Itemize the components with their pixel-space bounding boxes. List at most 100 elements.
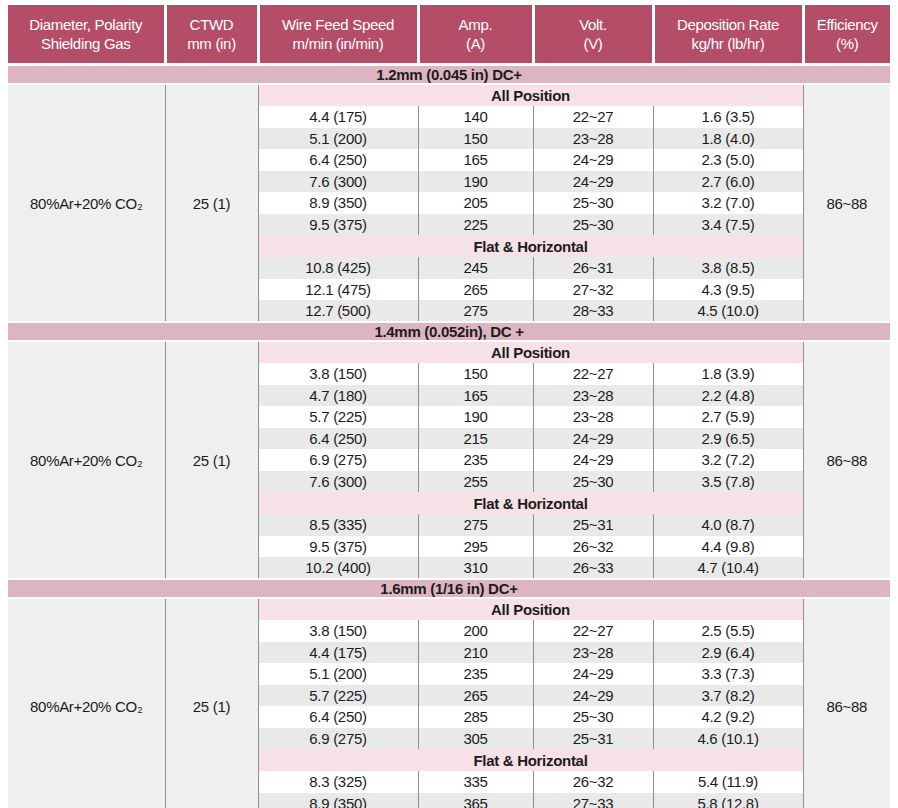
voltage-cell: 27~32 bbox=[533, 279, 653, 301]
position-group-label: Flat & Horizontal bbox=[258, 749, 803, 771]
wire-feed-speed-cell: 8.5 (335) bbox=[258, 514, 418, 536]
column-header-ctwd: CTWD mm (in) bbox=[165, 5, 258, 65]
column-header-amperage: Amp. (A) bbox=[418, 5, 533, 65]
voltage-cell: 23~28 bbox=[533, 642, 653, 664]
deposition-rate-cell: 3.3 (7.3) bbox=[653, 663, 803, 685]
deposition-rate-cell: 4.7 (10.4) bbox=[653, 557, 803, 579]
voltage-cell: 26~32 bbox=[533, 536, 653, 558]
voltage-cell: 24~29 bbox=[533, 685, 653, 707]
wire-feed-speed-cell: 4.7 (180) bbox=[258, 385, 418, 407]
section-1: 1.2mm (0.045 in) DC+80%Ar+20% CO₂25 (1)A… bbox=[8, 65, 890, 323]
amperage-cell: 255 bbox=[418, 471, 533, 493]
deposition-rate-cell: 3.7 (8.2) bbox=[653, 685, 803, 707]
deposition-rate-cell: 4.6 (10.1) bbox=[653, 728, 803, 750]
deposition-rate-cell: 4.2 (9.2) bbox=[653, 706, 803, 728]
ctwd-cell: 25 (1) bbox=[165, 84, 258, 322]
deposition-rate-cell: 2.2 (4.8) bbox=[653, 385, 803, 407]
wire-feed-speed-cell: 8.3 (325) bbox=[258, 771, 418, 793]
column-header-voltage: Volt. (V) bbox=[533, 5, 653, 65]
wire-feed-speed-cell: 10.8 (425) bbox=[258, 257, 418, 279]
efficiency-cell: 86~88 bbox=[803, 84, 890, 322]
voltage-cell: 25~30 bbox=[533, 706, 653, 728]
section-band: 1.6mm (1/16 in) DC+ bbox=[8, 579, 890, 598]
voltage-cell: 26~32 bbox=[533, 771, 653, 793]
voltage-cell: 26~31 bbox=[533, 257, 653, 279]
column-header-line2: (%) bbox=[807, 34, 889, 53]
wire-feed-speed-cell: 7.6 (300) bbox=[258, 171, 418, 193]
wire-feed-speed-cell: 12.7 (500) bbox=[258, 300, 418, 322]
column-header-diameter: Diameter, Polarity Shielding Gas bbox=[8, 5, 165, 65]
amperage-cell: 335 bbox=[418, 771, 533, 793]
voltage-cell: 22~27 bbox=[533, 620, 653, 642]
column-header-deposition-rate: Deposition Rate kg/hr (lb/hr) bbox=[653, 5, 803, 65]
amperage-cell: 190 bbox=[418, 406, 533, 428]
voltage-cell: 22~27 bbox=[533, 363, 653, 385]
deposition-rate-cell: 2.9 (6.4) bbox=[653, 642, 803, 664]
amperage-cell: 265 bbox=[418, 685, 533, 707]
column-header-line1: Volt. bbox=[537, 15, 650, 34]
amperage-cell: 165 bbox=[418, 385, 533, 407]
parameters-table: Diameter, Polarity Shielding Gas CTWD mm… bbox=[8, 5, 890, 808]
wire-feed-speed-cell: 7.6 (300) bbox=[258, 471, 418, 493]
amperage-cell: 140 bbox=[418, 106, 533, 128]
deposition-rate-cell: 3.2 (7.2) bbox=[653, 449, 803, 471]
efficiency-cell: 86~88 bbox=[803, 341, 890, 579]
position-group-label: All Position bbox=[258, 598, 803, 620]
column-header-line1: Efficiency bbox=[807, 15, 889, 34]
deposition-rate-cell: 1.6 (3.5) bbox=[653, 106, 803, 128]
voltage-cell: 24~29 bbox=[533, 171, 653, 193]
deposition-rate-cell: 4.5 (10.0) bbox=[653, 300, 803, 322]
efficiency-cell: 86~88 bbox=[803, 598, 890, 808]
column-header-line1: CTWD bbox=[169, 15, 255, 34]
wire-feed-speed-cell: 10.2 (400) bbox=[258, 557, 418, 579]
section-band: 1.2mm (0.045 in) DC+ bbox=[8, 65, 890, 85]
amperage-cell: 295 bbox=[418, 536, 533, 558]
voltage-cell: 24~29 bbox=[533, 149, 653, 171]
amperage-cell: 215 bbox=[418, 428, 533, 450]
amperage-cell: 275 bbox=[418, 300, 533, 322]
voltage-cell: 24~29 bbox=[533, 428, 653, 450]
position-group-label: Flat & Horizontal bbox=[258, 492, 803, 514]
section-title: 1.6mm (1/16 in) DC+ bbox=[8, 579, 890, 598]
deposition-rate-cell: 4.3 (9.5) bbox=[653, 279, 803, 301]
voltage-cell: 22~27 bbox=[533, 106, 653, 128]
position-group-band: 80%Ar+20% CO₂25 (1)All Position86~88 bbox=[8, 341, 890, 363]
voltage-cell: 26~33 bbox=[533, 557, 653, 579]
voltage-cell: 27~33 bbox=[533, 793, 653, 808]
voltage-cell: 25~31 bbox=[533, 514, 653, 536]
wire-feed-speed-cell: 6.4 (250) bbox=[258, 149, 418, 171]
deposition-rate-cell: 2.3 (5.0) bbox=[653, 149, 803, 171]
section-3: 1.6mm (1/16 in) DC+80%Ar+20% CO₂25 (1)Al… bbox=[8, 579, 890, 808]
wire-feed-speed-cell: 8.9 (350) bbox=[258, 793, 418, 808]
amperage-cell: 275 bbox=[418, 514, 533, 536]
voltage-cell: 25~30 bbox=[533, 192, 653, 214]
position-group-label: Flat & Horizontal bbox=[258, 235, 803, 257]
voltage-cell: 28~33 bbox=[533, 300, 653, 322]
amperage-cell: 150 bbox=[418, 363, 533, 385]
wire-feed-speed-cell: 4.4 (175) bbox=[258, 642, 418, 664]
voltage-cell: 25~31 bbox=[533, 728, 653, 750]
amperage-cell: 265 bbox=[418, 279, 533, 301]
deposition-rate-cell: 4.0 (8.7) bbox=[653, 514, 803, 536]
column-header-efficiency: Efficiency (%) bbox=[803, 5, 890, 65]
deposition-rate-cell: 2.7 (6.0) bbox=[653, 171, 803, 193]
wire-feed-speed-cell: 3.8 (150) bbox=[258, 363, 418, 385]
wire-feed-speed-cell: 3.8 (150) bbox=[258, 620, 418, 642]
wire-feed-speed-cell: 6.4 (250) bbox=[258, 428, 418, 450]
amperage-cell: 225 bbox=[418, 214, 533, 236]
amperage-cell: 200 bbox=[418, 620, 533, 642]
amperage-cell: 365 bbox=[418, 793, 533, 808]
column-header-line1: Deposition Rate bbox=[657, 15, 800, 34]
deposition-rate-cell: 1.8 (4.0) bbox=[653, 128, 803, 150]
amperage-cell: 205 bbox=[418, 192, 533, 214]
wire-feed-speed-cell: 6.9 (275) bbox=[258, 728, 418, 750]
amperage-cell: 285 bbox=[418, 706, 533, 728]
wire-feed-speed-cell: 6.4 (250) bbox=[258, 706, 418, 728]
column-header-line2: (V) bbox=[537, 34, 650, 53]
wire-feed-speed-cell: 9.5 (375) bbox=[258, 214, 418, 236]
table-header: Diameter, Polarity Shielding Gas CTWD mm… bbox=[8, 5, 890, 65]
deposition-rate-cell: 2.9 (6.5) bbox=[653, 428, 803, 450]
wire-feed-speed-cell: 6.9 (275) bbox=[258, 449, 418, 471]
column-header-line1: Diameter, Polarity bbox=[10, 15, 162, 34]
deposition-rate-cell: 3.5 (7.8) bbox=[653, 471, 803, 493]
